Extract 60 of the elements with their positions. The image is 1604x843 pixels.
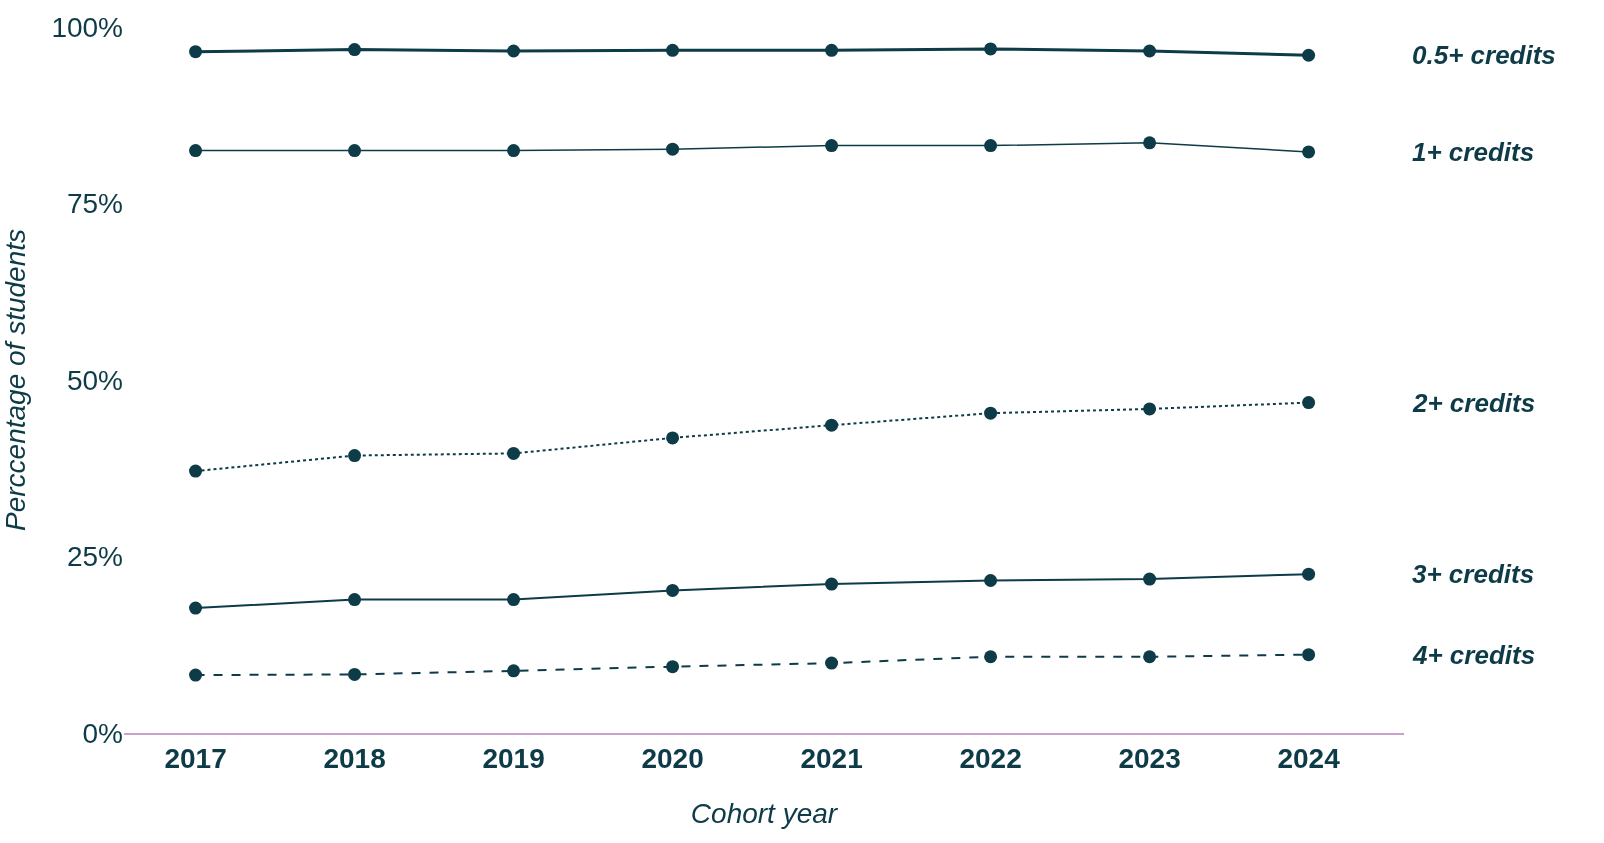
x-axis-title: Cohort year	[690, 797, 839, 829]
point	[825, 656, 839, 670]
point	[1302, 567, 1316, 581]
point	[1143, 572, 1157, 586]
x-tick-label: 2023	[1118, 743, 1181, 775]
point	[666, 142, 680, 156]
point	[825, 139, 839, 153]
point	[666, 431, 680, 445]
y-axis-title: Perccentage of students	[0, 229, 31, 531]
x-tick-label: 2017	[164, 743, 227, 775]
point	[507, 44, 521, 58]
point	[984, 574, 998, 587]
text: 0.5+ credits	[1412, 40, 1556, 70]
point	[984, 650, 998, 664]
text: 1+ credits	[1412, 137, 1535, 167]
point	[1302, 396, 1316, 410]
point	[348, 449, 362, 463]
point	[666, 43, 680, 57]
point	[666, 660, 680, 674]
y-tick-label: 50%	[66, 364, 123, 396]
point	[825, 43, 839, 57]
x-tick-label: 2021	[800, 743, 863, 775]
y-tick-label: 25%	[66, 541, 123, 573]
point	[348, 667, 362, 681]
point	[189, 45, 203, 59]
point	[189, 144, 203, 158]
x-tick-label: 2020	[641, 743, 704, 775]
point	[1143, 402, 1157, 416]
x-tick-label: 2022	[959, 743, 1022, 775]
point	[348, 144, 362, 158]
point	[666, 583, 680, 597]
point	[1302, 48, 1316, 62]
point	[507, 446, 521, 460]
y-tick-label: 0%	[82, 717, 123, 749]
x-tick-label: 2019	[482, 743, 545, 775]
y-tick-label: 75%	[66, 188, 123, 220]
point	[348, 593, 362, 607]
point	[507, 144, 521, 158]
text: 3+ credits	[1412, 559, 1535, 589]
point	[348, 43, 362, 57]
point	[1302, 145, 1316, 159]
point	[1143, 136, 1157, 150]
point	[189, 464, 203, 478]
point	[984, 42, 998, 56]
point	[507, 593, 521, 607]
text: 2+ credits	[1412, 388, 1536, 418]
point	[189, 668, 203, 682]
text: 4+ credits	[1412, 640, 1536, 670]
x-tick-label: 2024	[1277, 743, 1341, 775]
x-tick-label: 2018	[323, 743, 386, 775]
point	[984, 406, 998, 420]
point	[1143, 650, 1157, 664]
point	[984, 139, 998, 153]
point	[825, 418, 839, 432]
point	[1143, 44, 1157, 58]
point	[1302, 648, 1316, 662]
point	[507, 664, 521, 678]
y-tick-label: 100%	[51, 11, 123, 43]
point	[825, 577, 839, 591]
point	[189, 601, 203, 615]
